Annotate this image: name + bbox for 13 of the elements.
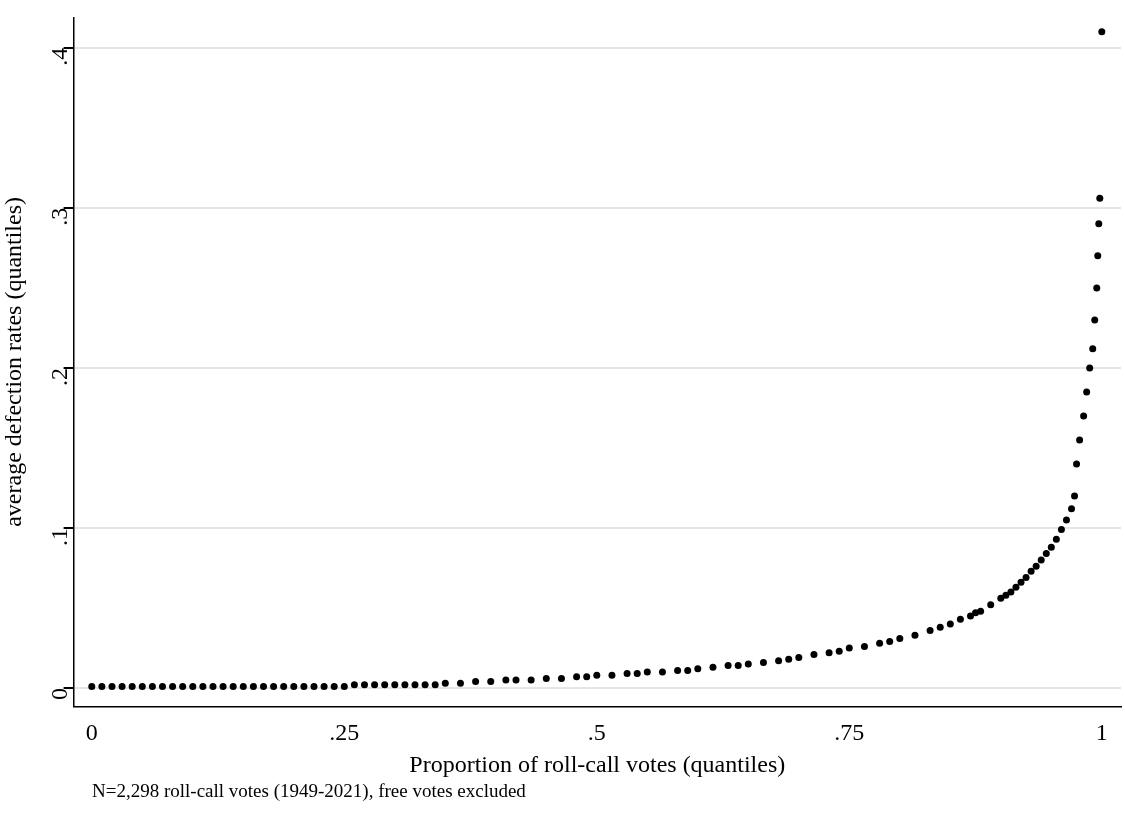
x-tick-label: .5 [587,719,606,746]
y-tick-label: .4 [45,47,72,66]
x-axis-title: Proportion of roll-call votes (quantiles) [409,750,786,777]
text: N=2,298 roll-call votes (1949-2021), free votes excluded [92,780,527,802]
x-tick-label: .25 [329,719,360,746]
x-tick-label: 0 [85,719,98,746]
x-tick-label: .75 [834,719,865,746]
x-tick-label: 1 [1095,719,1108,746]
y-axis-title: average defection rates (quantiles) [0,196,26,527]
y-tick-label: 0 [45,687,72,700]
y-tick-label: .1 [45,527,72,546]
y-tick-label: .3 [45,207,72,226]
y-tick-label: .2 [45,367,72,386]
